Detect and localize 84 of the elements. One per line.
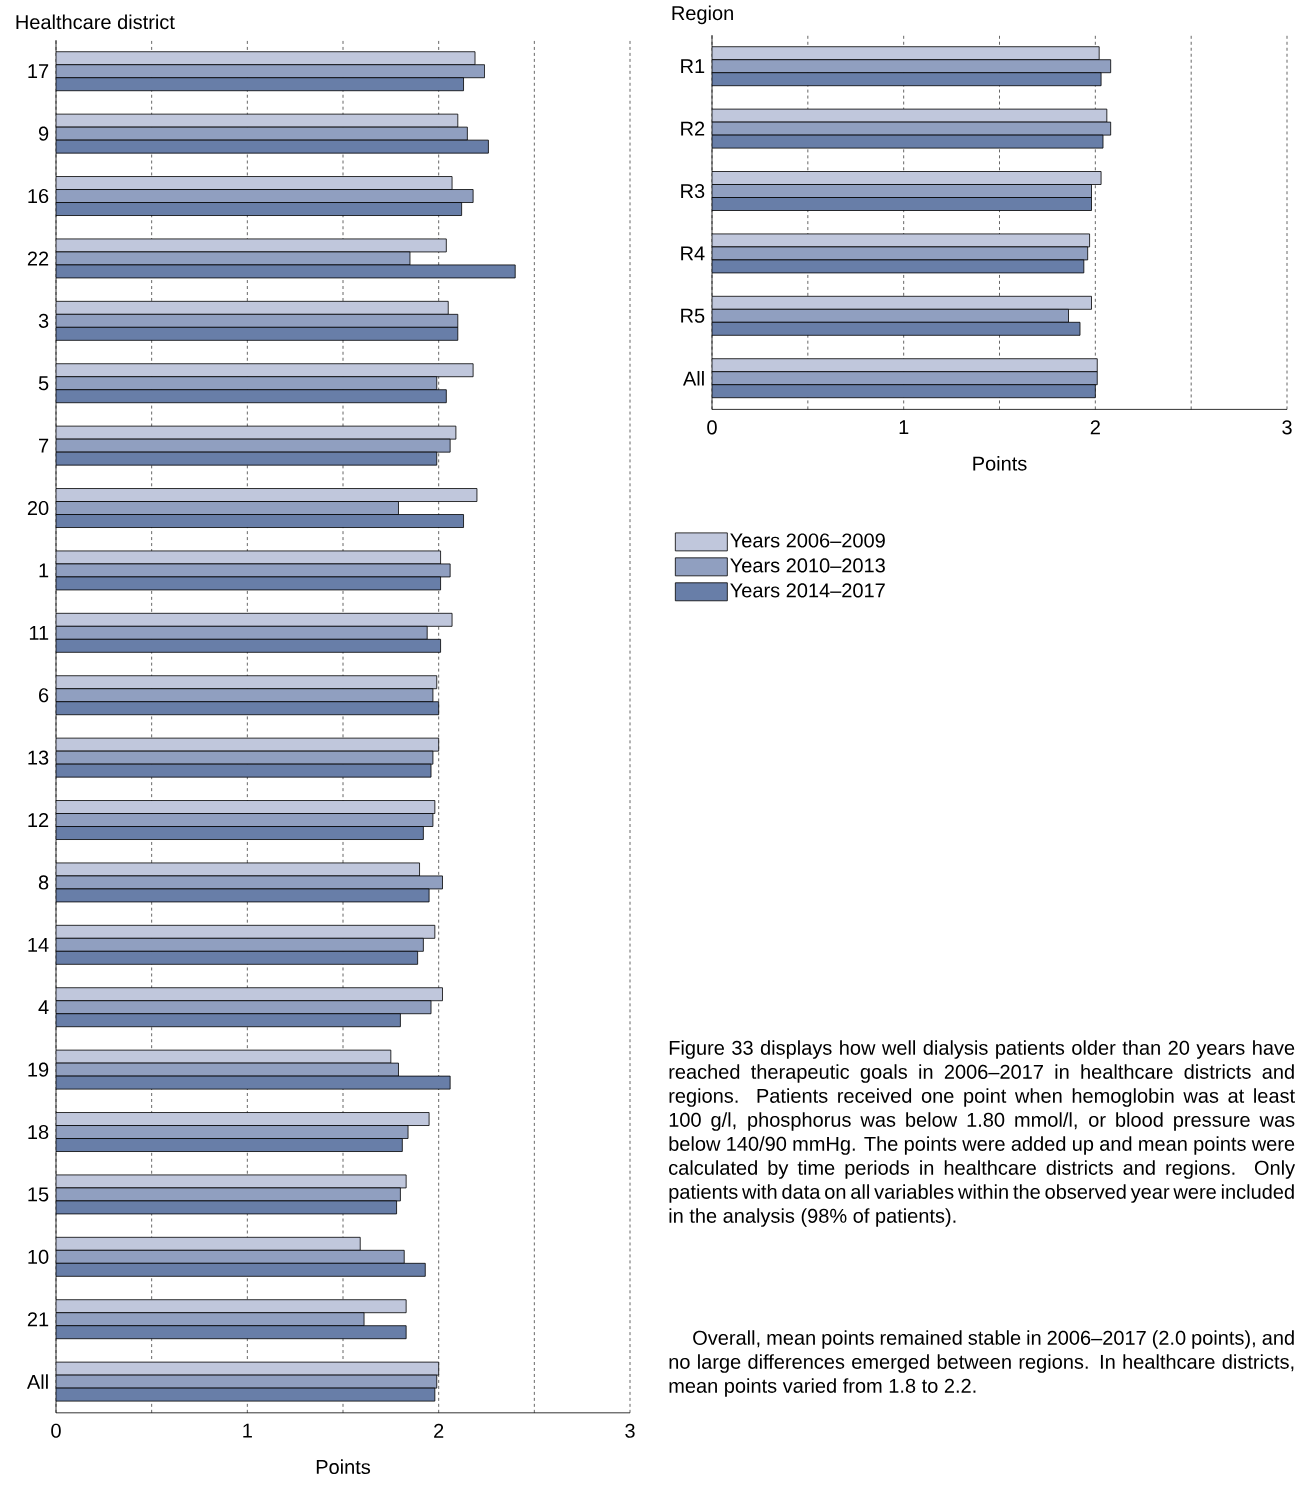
y-tick-label: 17: [28, 64, 49, 79]
y-tick-label: All: [26, 1374, 48, 1389]
y-tick-label: 3: [38, 313, 49, 328]
bar: [56, 1125, 409, 1139]
bar: [56, 1013, 401, 1028]
x-tick-label: 2: [434, 1423, 444, 1438]
bar: [56, 1299, 407, 1314]
y-tick-label: 14: [28, 937, 49, 952]
y-tick-label: 21: [27, 1312, 49, 1327]
y-tick-label: 10: [28, 1249, 49, 1264]
y-tick-label: R4: [681, 246, 705, 261]
bar: [56, 488, 478, 502]
y-tick-label: All: [682, 370, 704, 386]
caption: Figure 33 displays how well dialysis patients older than 20 years have reached therapeutic goals in 2006–2017 in healthcare districts and regions. Patients received one point when hemoglobin was at least 100 g/l, phosphorus was below 1.80 mmol/l, or blood pressure was below 140/90 mmHg. The points were added up and mean points were calculated by time periods in healthcare districts and regions. Only patients with data on all variables within the observed year were included in the analysis (98% of patients).: [669, 1040, 1296, 1227]
y-tick-label: 12: [28, 813, 49, 828]
y-tick-label: R3: [681, 183, 705, 199]
bar: [56, 1249, 405, 1264]
bar: [56, 376, 438, 391]
y-tick-label: 15: [28, 1187, 49, 1202]
bar: [56, 638, 441, 653]
bar: [56, 937, 424, 952]
bar: [56, 826, 424, 840]
x-tick-label: 3: [1282, 420, 1292, 435]
text: Overall, mean points remained stable in 2006–2017 (2.0 points), and no large differences emerged between regions. In healthcare districts, mean points varied from 1.8 to 2.2.: [669, 1330, 1294, 1397]
y-tick-label: 9: [38, 126, 49, 141]
y-axis-title: Region: [672, 5, 733, 25]
bar: [56, 64, 485, 79]
y-tick-label: 11: [29, 625, 49, 640]
bar: [56, 924, 436, 939]
bar: [56, 688, 434, 703]
y-tick-label: 7: [39, 438, 49, 453]
y-tick-label: R2: [681, 121, 705, 136]
y-tick-label: 4: [38, 1000, 49, 1015]
bar: [56, 675, 438, 690]
bar: [56, 176, 453, 190]
y-tick-label: 16: [28, 188, 49, 204]
bar: [56, 363, 474, 378]
y-tick-label: 8: [38, 875, 49, 890]
legend-label: Years 2010–2013: [730, 558, 885, 573]
bar: [56, 1000, 432, 1015]
y-tick-label: 19: [28, 1062, 49, 1077]
x-tick-label: 2: [1090, 420, 1100, 435]
bar: [56, 1325, 407, 1340]
x-tick-label: 1: [899, 420, 909, 435]
bar: [56, 389, 447, 404]
y-tick-label: 13: [28, 750, 49, 765]
x-axis-title: Points: [973, 455, 1027, 471]
bar: [56, 189, 474, 203]
bar: [56, 501, 399, 515]
bar: [56, 1112, 430, 1126]
bar: [56, 202, 463, 216]
bar: [56, 300, 449, 315]
x-tick-label: 0: [51, 1423, 61, 1438]
y-tick-label: R1: [681, 59, 705, 74]
bar: [56, 326, 459, 341]
y-tick-label: 18: [28, 1124, 49, 1140]
bar: [56, 514, 464, 528]
x-tick-label: 0: [707, 420, 717, 435]
x-tick-label: 3: [625, 1423, 635, 1438]
legend-label: Years 2014–2017: [730, 583, 885, 598]
y-axis-title: Healthcare district: [16, 14, 175, 30]
y-tick-label: 1: [39, 563, 49, 578]
bar: [56, 612, 453, 627]
bar: [56, 800, 436, 814]
y-tick-label: R5: [681, 308, 705, 323]
bar: [56, 1138, 403, 1152]
y-tick-label: 5: [38, 376, 49, 391]
bar: [56, 313, 459, 328]
bar: [56, 701, 440, 716]
x-axis-title: Points: [316, 1459, 371, 1475]
x-tick-label: 1: [243, 1423, 252, 1438]
bar: [56, 1236, 361, 1251]
y-tick-label: 20: [27, 500, 49, 516]
bar: [56, 625, 428, 640]
bar: [56, 950, 419, 965]
bar: [56, 1262, 426, 1277]
y-tick-label: 22: [27, 251, 49, 266]
bar: [56, 77, 464, 92]
y-tick-label: 6: [39, 688, 49, 703]
bar: [56, 51, 476, 66]
legend-label: Years 2006–2009: [730, 533, 885, 548]
bar: [56, 813, 434, 827]
bar: [56, 1312, 365, 1327]
bar: [56, 987, 443, 1002]
